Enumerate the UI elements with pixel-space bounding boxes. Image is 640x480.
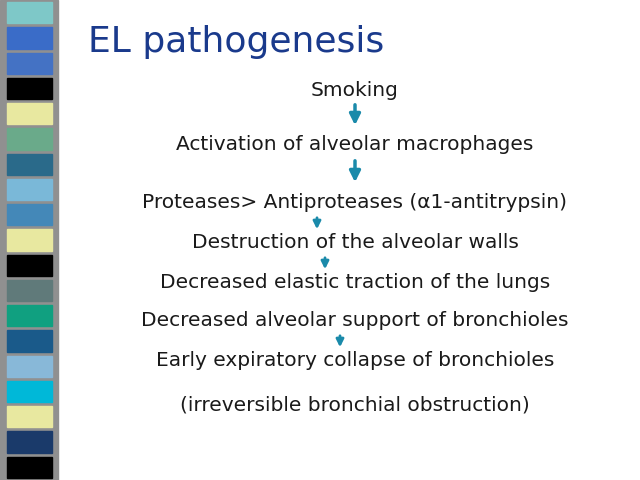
Bar <box>7 457 52 478</box>
Bar <box>7 406 52 428</box>
Text: EL pathogenesis: EL pathogenesis <box>88 25 384 59</box>
Text: (irreversible bronchial obstruction): (irreversible bronchial obstruction) <box>180 396 530 415</box>
Bar <box>7 204 52 226</box>
Bar <box>7 254 52 276</box>
Bar <box>7 330 52 352</box>
Bar <box>7 280 52 301</box>
Bar <box>7 229 52 251</box>
Bar <box>7 52 52 74</box>
Text: Activation of alveolar macrophages: Activation of alveolar macrophages <box>176 135 534 155</box>
Bar <box>7 305 52 326</box>
Bar <box>7 78 52 99</box>
Text: Decreased alveolar support of bronchioles: Decreased alveolar support of bronchiole… <box>141 311 569 329</box>
Bar <box>7 103 52 124</box>
Bar <box>7 154 52 175</box>
Text: Decreased elastic traction of the lungs: Decreased elastic traction of the lungs <box>160 273 550 291</box>
Bar <box>7 2 52 23</box>
Text: Proteases> Antiproteases (α1-antitrypsin): Proteases> Antiproteases (α1-antitrypsin… <box>143 192 568 212</box>
Bar <box>7 27 52 48</box>
Bar <box>7 356 52 377</box>
Text: Destruction of the alveolar walls: Destruction of the alveolar walls <box>191 232 518 252</box>
Text: Smoking: Smoking <box>311 81 399 99</box>
Bar <box>7 179 52 200</box>
Bar <box>7 381 52 402</box>
Bar <box>7 128 52 150</box>
Bar <box>7 432 52 453</box>
Text: Early expiratory collapse of bronchioles: Early expiratory collapse of bronchioles <box>156 350 554 370</box>
Bar <box>0 0 58 480</box>
